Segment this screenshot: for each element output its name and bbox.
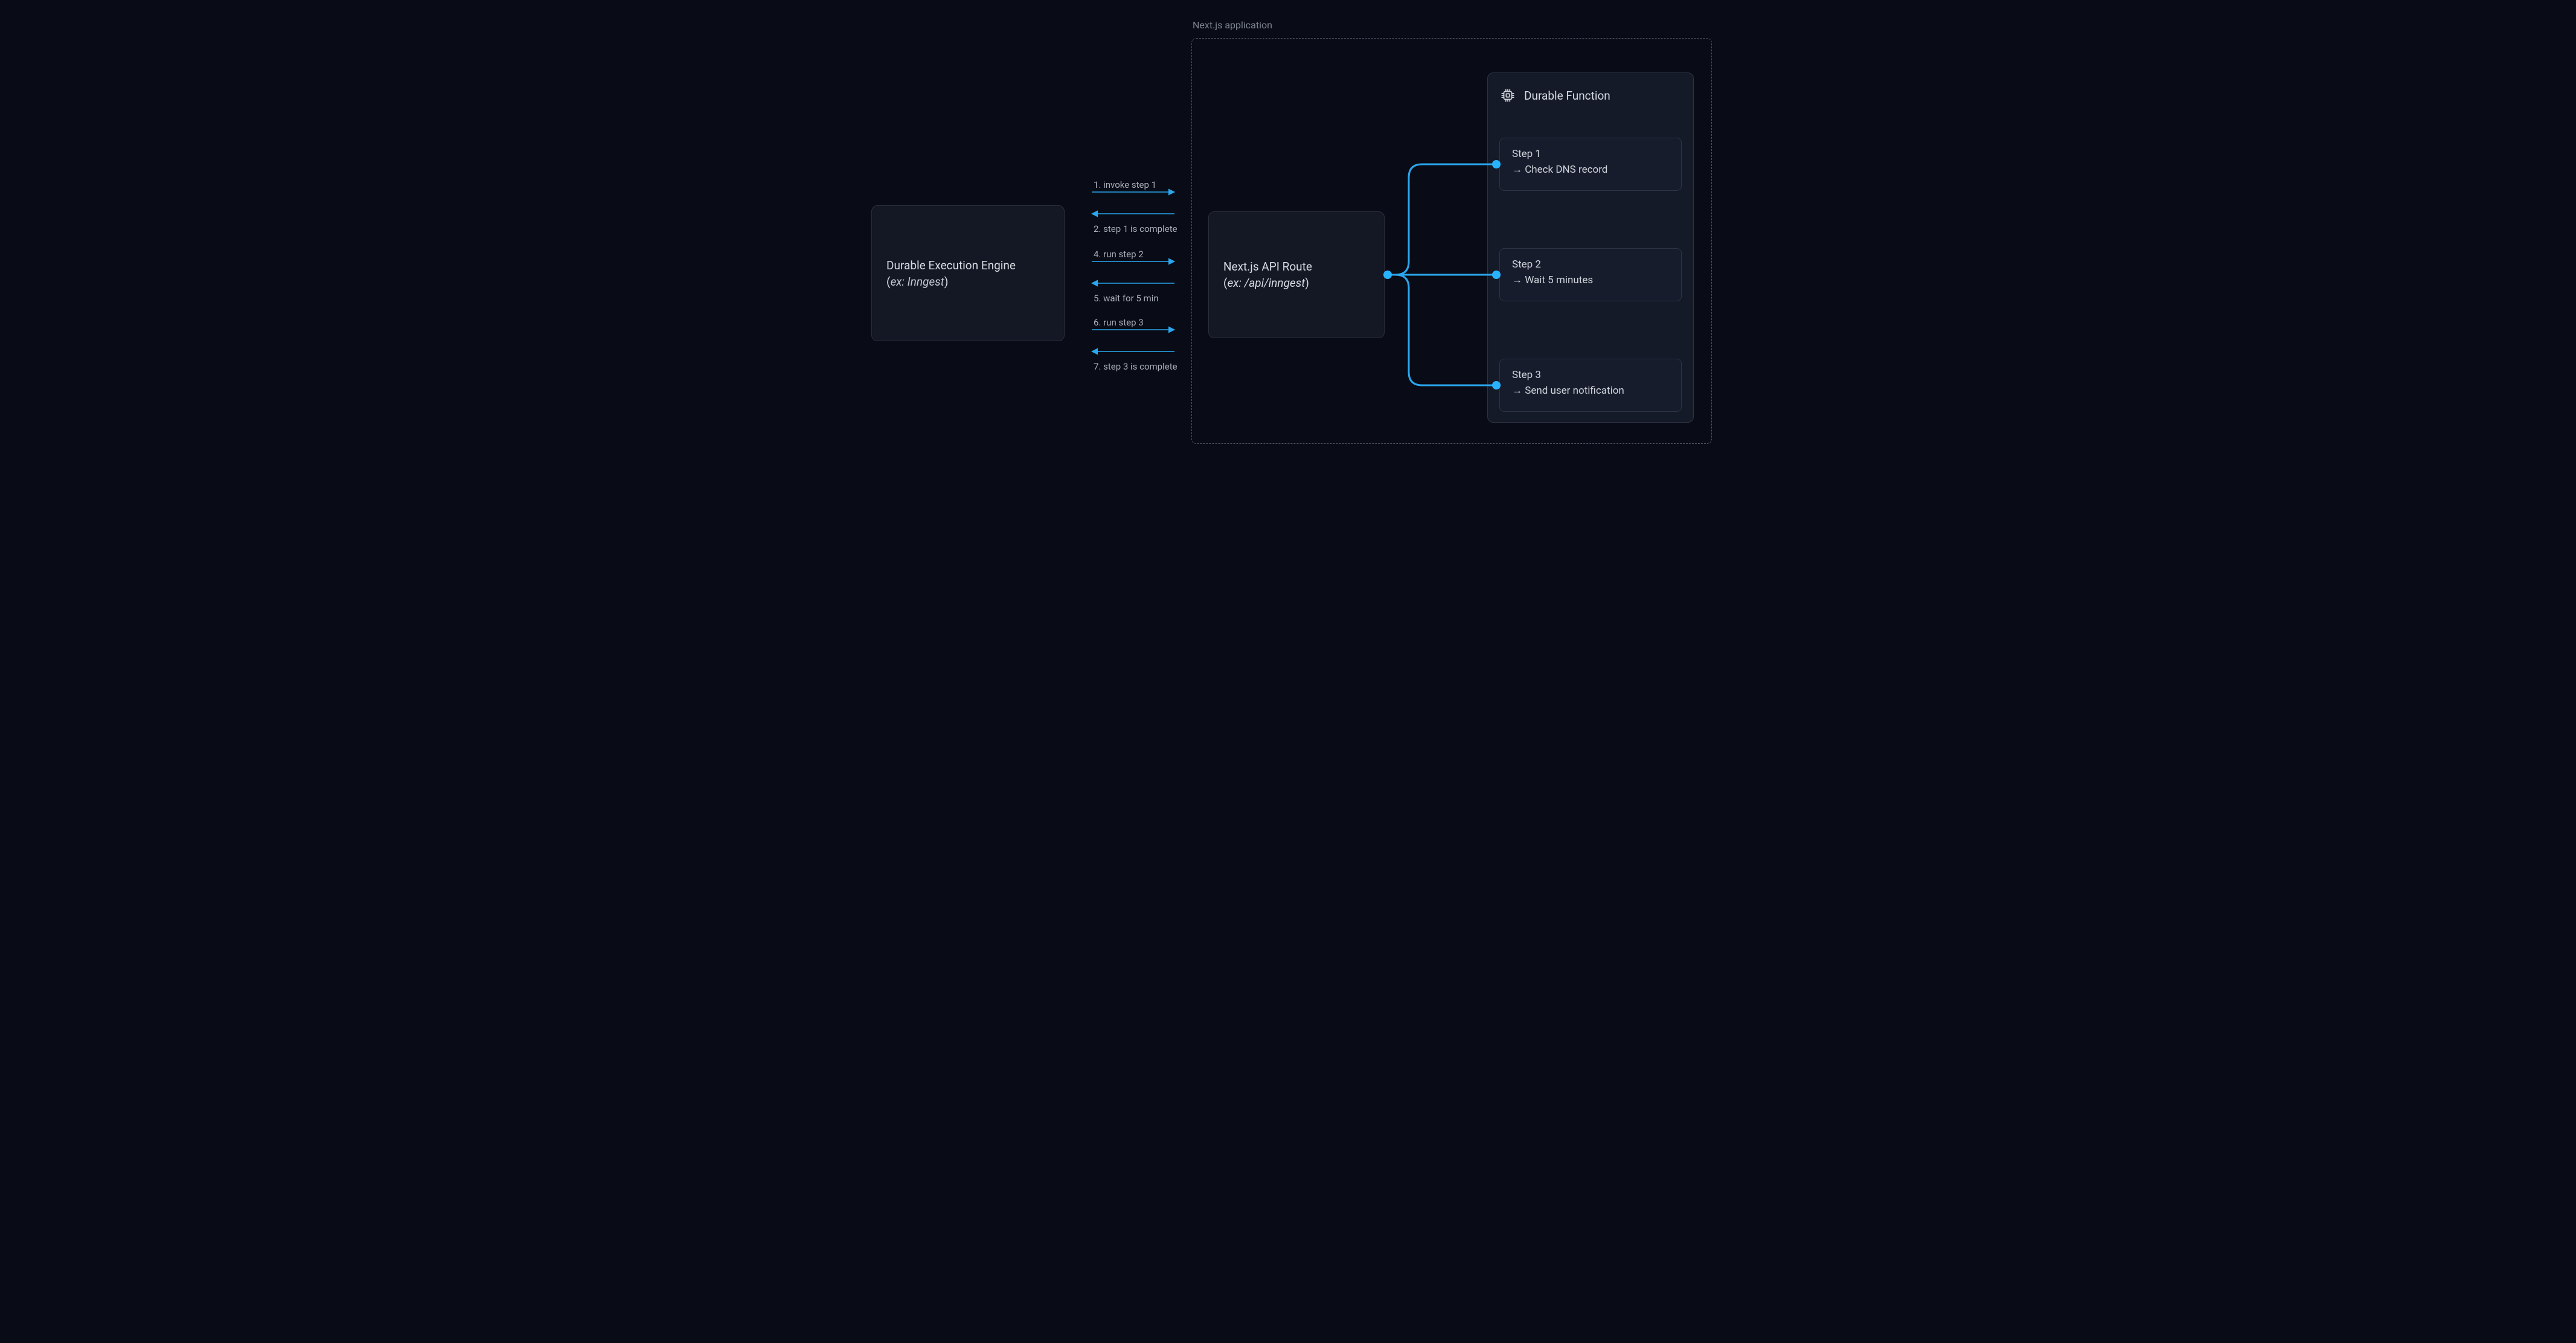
message-label: 1. invoke step 1 <box>1094 179 1156 190</box>
api-route-title: Next.js API Route <box>1223 260 1370 274</box>
arrow-icon: → <box>1512 385 1525 397</box>
engine-box: Durable Execution Engine (ex: Inngest) <box>871 205 1065 341</box>
api-route-subtitle: (ex: /api/inngest) <box>1223 276 1370 290</box>
message-label: 5. wait for 5 min <box>1094 293 1159 304</box>
durable-function-title: Durable Function <box>1524 89 1610 103</box>
arrow-icon: → <box>1512 274 1525 286</box>
step-desc-text: Check DNS record <box>1525 164 1607 176</box>
engine-sub-suffix: ) <box>944 275 949 289</box>
step-title: Step 1 <box>1512 148 1669 160</box>
cpu-icon <box>1500 88 1516 103</box>
step-desc: → Send user notification <box>1512 385 1669 397</box>
message-label: 7. step 3 is complete <box>1094 361 1177 372</box>
diagram-canvas: Durable Execution Engine (ex: Inngest) N… <box>835 0 1741 472</box>
engine-sub-italic: ex: Inngest <box>891 275 944 289</box>
engine-subtitle: (ex: Inngest) <box>886 275 1049 289</box>
step-desc: → Wait 5 minutes <box>1512 274 1669 286</box>
api-sub-italic: ex: /api/inngest <box>1228 276 1306 290</box>
api-sub-suffix: ) <box>1305 276 1309 290</box>
message-label: 2. step 1 is complete <box>1094 223 1177 234</box>
step-desc: → Check DNS record <box>1512 164 1669 176</box>
step-card: Step 3 → Send user notification <box>1499 359 1682 412</box>
step-title: Step 2 <box>1512 258 1669 271</box>
api-route-box: Next.js API Route (ex: /api/inngest) <box>1208 211 1385 338</box>
message-label: 6. run step 3 <box>1094 317 1144 328</box>
engine-title: Durable Execution Engine <box>886 258 1049 272</box>
step-title: Step 3 <box>1512 369 1669 381</box>
app-container-label: Next.js application <box>1193 19 1272 31</box>
message-label: 4. run step 2 <box>1094 249 1144 260</box>
step-desc-text: Wait 5 minutes <box>1525 274 1593 286</box>
step-card: Step 1 → Check DNS record <box>1499 138 1682 191</box>
durable-function-header: Durable Function <box>1500 88 1681 103</box>
step-desc-text: Send user notification <box>1525 385 1624 397</box>
arrow-icon: → <box>1512 164 1525 176</box>
step-card: Step 2 → Wait 5 minutes <box>1499 248 1682 301</box>
